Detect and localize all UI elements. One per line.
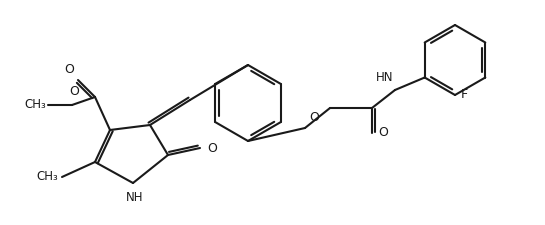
Text: O: O	[378, 126, 388, 140]
Text: O: O	[207, 142, 217, 155]
Text: F: F	[461, 88, 468, 101]
Text: CH₃: CH₃	[24, 99, 46, 112]
Text: CH₃: CH₃	[37, 171, 58, 184]
Text: NH: NH	[126, 191, 144, 204]
Text: HN: HN	[376, 71, 393, 84]
Text: O: O	[309, 111, 319, 124]
Text: O: O	[64, 63, 74, 76]
Text: O: O	[69, 85, 79, 98]
